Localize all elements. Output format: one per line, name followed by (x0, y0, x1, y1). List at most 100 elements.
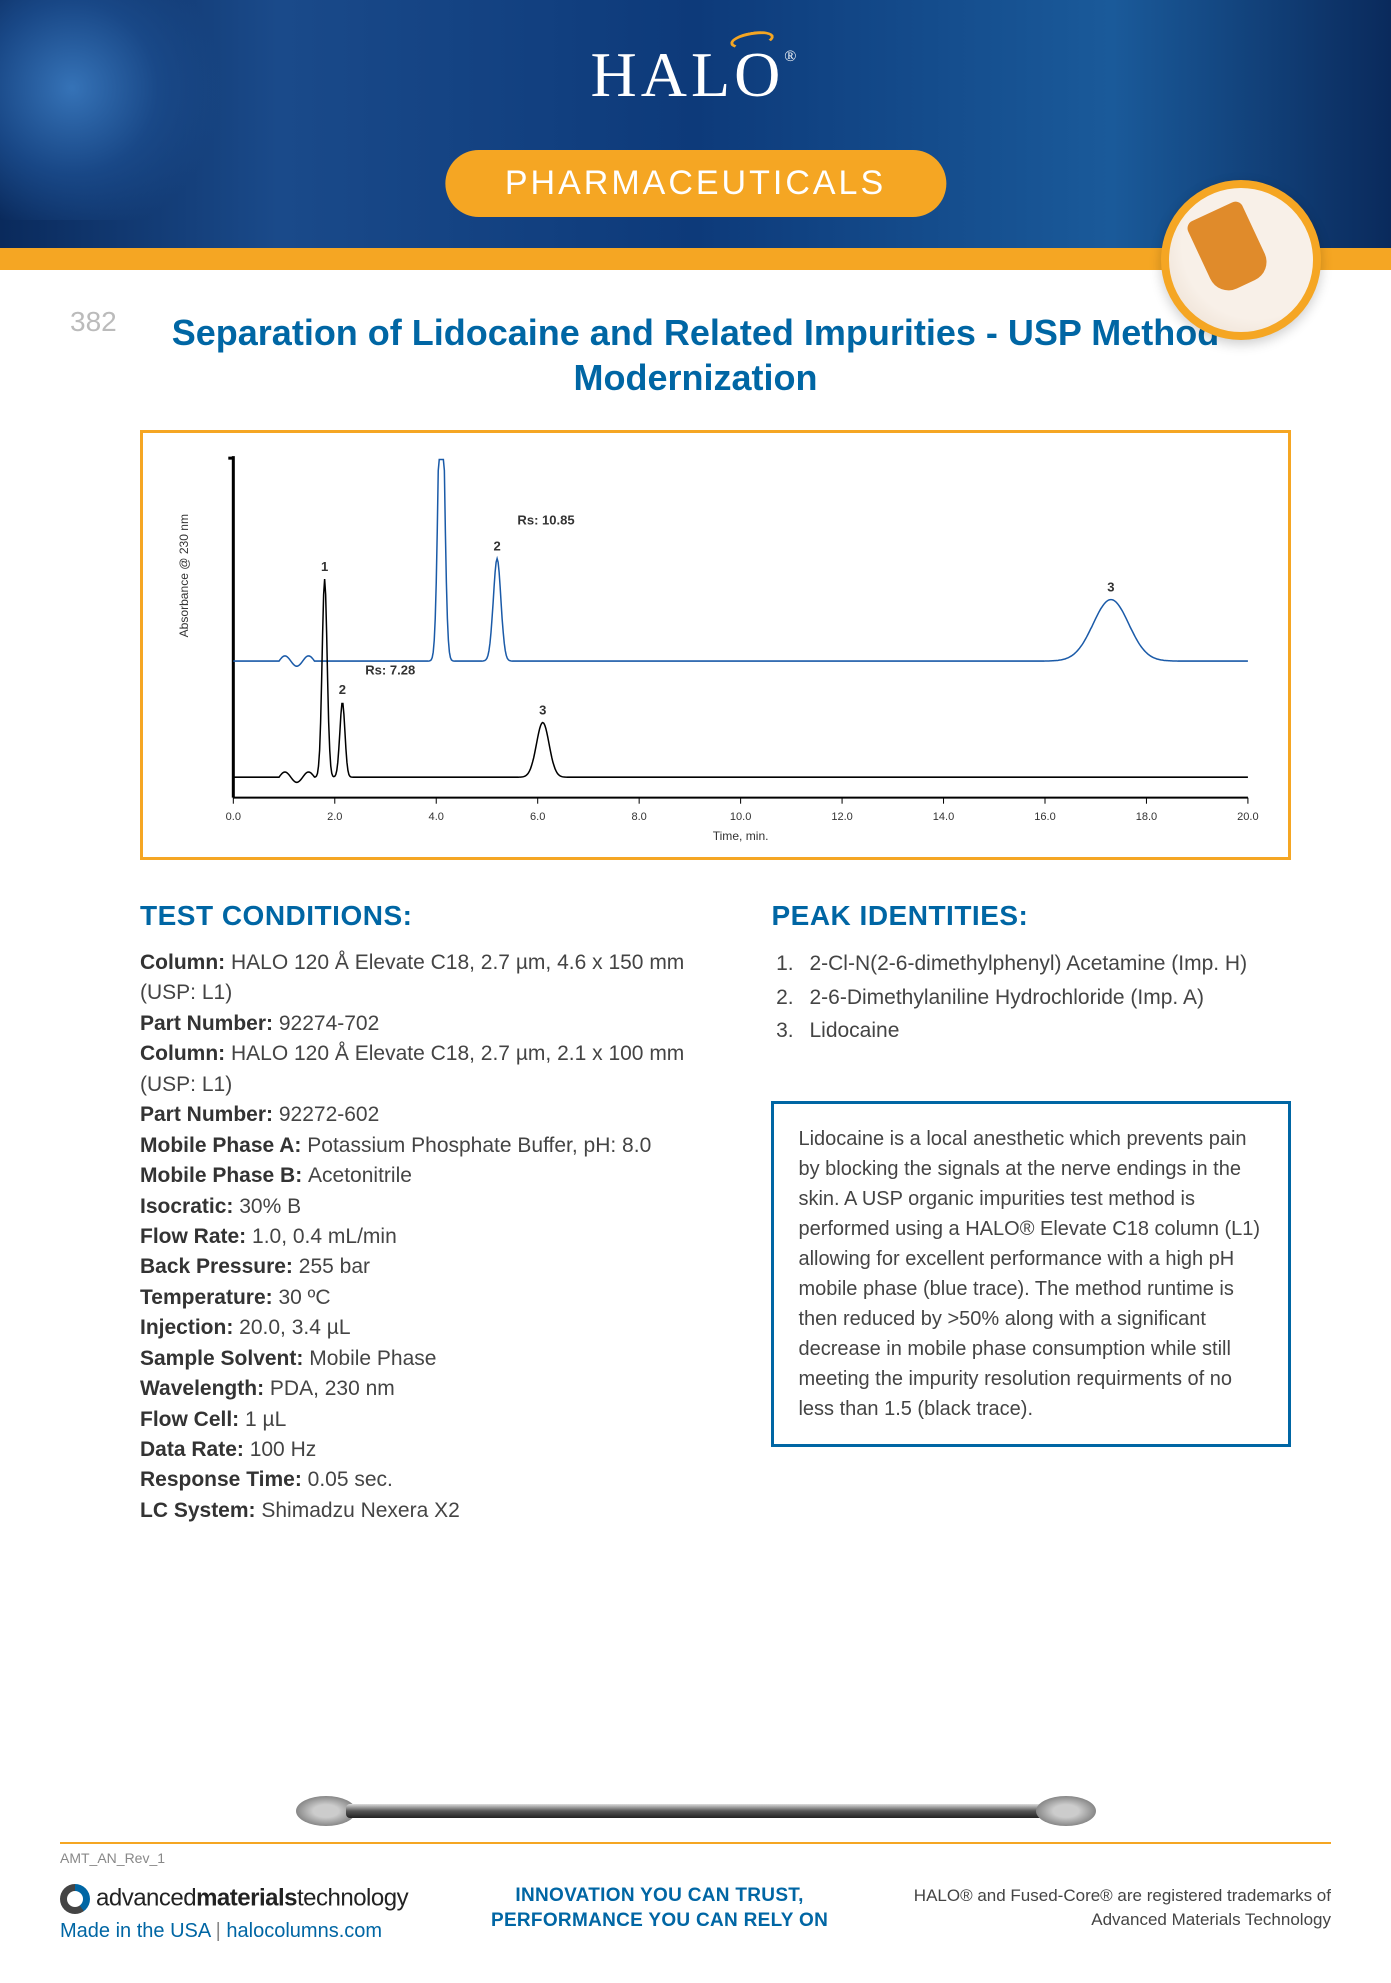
svg-text:Time, min.: Time, min. (713, 829, 769, 843)
condition-value: 30 ºC (278, 1286, 330, 1309)
test-conditions-heading: TEST CONDITIONS: (140, 900, 711, 932)
condition-value: 30% B (239, 1195, 301, 1218)
condition-row: Part Number: 92272-602 (140, 1100, 711, 1130)
amt-logo-prefix: advanced (96, 1885, 196, 1912)
condition-label: Temperature: (140, 1286, 278, 1309)
document-number: 382 (70, 306, 117, 338)
condition-row: Response Time: 0.05 sec. (140, 1465, 711, 1495)
condition-label: Data Rate: (140, 1438, 250, 1461)
condition-row: Back Pressure: 255 bar (140, 1252, 711, 1282)
condition-label: Isocratic: (140, 1195, 239, 1218)
condition-label: Column: (140, 1042, 231, 1065)
condition-row: Column: HALO 120 Å Elevate C18, 2.7 µm, … (140, 948, 711, 1009)
condition-value: PDA, 230 nm (270, 1377, 395, 1400)
test-conditions-list: Column: HALO 120 Å Elevate C18, 2.7 µm, … (140, 948, 711, 1526)
svg-text:18.0: 18.0 (1136, 811, 1158, 823)
condition-value: 0.05 sec. (308, 1468, 393, 1491)
condition-label: Part Number: (140, 1012, 279, 1035)
made-in-line: Made in the USA | halocolumns.com (60, 1920, 408, 1943)
condition-value: 92272-602 (279, 1103, 379, 1126)
condition-value: Potassium Phosphate Buffer, pH: 8.0 (307, 1134, 651, 1157)
condition-label: Injection: (140, 1316, 239, 1339)
svg-text:Absorbance @ 230 nm: Absorbance @ 230 nm (177, 514, 191, 637)
svg-text:14.0: 14.0 (933, 811, 955, 823)
svg-text:4.0: 4.0 (429, 811, 444, 823)
footer-rule (60, 1842, 1331, 1844)
condition-label: Mobile Phase B: (140, 1164, 308, 1187)
made-in-text: Made in the USA (60, 1920, 210, 1942)
footer: AMT_AN_Rev_1 advancedmaterialstechnology… (0, 1786, 1391, 1983)
page-title: Separation of Lidocaine and Related Impu… (100, 310, 1291, 400)
amt-logo-block: advancedmaterialstechnology Made in the … (60, 1884, 408, 1943)
condition-row: Data Rate: 100 Hz (140, 1435, 711, 1465)
condition-row: LC System: Shimadzu Nexera X2 (140, 1496, 711, 1526)
test-conditions-section: TEST CONDITIONS: Column: HALO 120 Å Elev… (140, 900, 711, 1526)
amt-logo-bold: materials (196, 1885, 297, 1912)
condition-value: 92274-702 (279, 1012, 379, 1035)
condition-row: Isocratic: 30% B (140, 1192, 711, 1222)
svg-text:0.0: 0.0 (226, 811, 241, 823)
condition-label: Back Pressure: (140, 1255, 299, 1278)
svg-text:20.0: 20.0 (1237, 811, 1259, 823)
condition-label: Part Number: (140, 1103, 279, 1126)
trademark-text: HALO® and Fused-Core® are registered tra… (911, 1884, 1331, 1932)
svg-text:2: 2 (339, 682, 346, 697)
tagline: INNOVATION YOU CAN TRUST, PERFORMANCE YO… (491, 1884, 828, 1933)
revision-label: AMT_AN_Rev_1 (60, 1850, 1331, 1866)
chart-svg: 0.02.04.06.08.010.012.014.016.018.020.0T… (163, 445, 1268, 849)
chromatogram-chart: 0.02.04.06.08.010.012.014.016.018.020.0T… (140, 430, 1291, 860)
condition-row: Injection: 20.0, 3.4 µL (140, 1313, 711, 1343)
condition-value: Mobile Phase (309, 1347, 436, 1370)
condition-value: 1.0, 0.4 mL/min (252, 1225, 397, 1248)
condition-row: Mobile Phase A: Potassium Phosphate Buff… (140, 1131, 711, 1161)
svg-text:Rs: 7.28: Rs: 7.28 (365, 663, 415, 678)
condition-value: Acetonitrile (308, 1164, 412, 1187)
amt-logo: advancedmaterialstechnology (60, 1884, 408, 1914)
logo-registered: ® (784, 48, 800, 65)
condition-value: 100 Hz (250, 1438, 317, 1461)
condition-label: LC System: (140, 1499, 261, 1522)
svg-text:6.0: 6.0 (530, 811, 545, 823)
header-banner: HALO® PHARMACEUTICALS (0, 0, 1391, 260)
condition-label: Flow Rate: (140, 1225, 252, 1248)
condition-row: Sample Solvent: Mobile Phase (140, 1344, 711, 1374)
pills-image-icon (1161, 180, 1321, 340)
tagline-line2: PERFORMANCE YOU CAN RELY ON (491, 1909, 828, 1934)
svg-text:Rs: 10.85: Rs: 10.85 (517, 512, 574, 527)
website-text: halocolumns.com (226, 1920, 382, 1942)
svg-text:3: 3 (539, 703, 546, 718)
separator: | (216, 1920, 227, 1942)
svg-text:3: 3 (1107, 580, 1114, 595)
peak-identities-section: PEAK IDENTITIES: 2-Cl-N(2-6-dimethylphen… (771, 900, 1291, 1047)
condition-row: Wavelength: PDA, 230 nm (140, 1374, 711, 1404)
svg-text:8.0: 8.0 (631, 811, 646, 823)
svg-text:2.0: 2.0 (327, 811, 342, 823)
condition-row: Mobile Phase B: Acetonitrile (140, 1161, 711, 1191)
header-decor (0, 0, 240, 220)
column-image-icon (296, 1786, 1096, 1836)
condition-value: 20.0, 3.4 µL (239, 1316, 350, 1339)
condition-row: Flow Cell: 1 µL (140, 1405, 711, 1435)
condition-value: 1 µL (245, 1408, 286, 1431)
peak-identity-item: 2-Cl-N(2-6-dimethylphenyl) Acetamine (Im… (799, 948, 1291, 980)
amt-logo-suffix: technology (297, 1885, 408, 1912)
peak-identities-list: 2-Cl-N(2-6-dimethylphenyl) Acetamine (Im… (771, 948, 1291, 1047)
category-pill: PHARMACEUTICALS (445, 150, 946, 217)
svg-text:16.0: 16.0 (1034, 811, 1056, 823)
tagline-line1: INNOVATION YOU CAN TRUST, (491, 1884, 828, 1909)
peak-identity-item: Lidocaine (799, 1015, 1291, 1047)
condition-label: Wavelength: (140, 1377, 270, 1400)
condition-label: Sample Solvent: (140, 1347, 309, 1370)
svg-text:1: 1 (321, 559, 328, 574)
condition-row: Column: HALO 120 Å Elevate C18, 2.7 µm, … (140, 1039, 711, 1100)
condition-label: Flow Cell: (140, 1408, 245, 1431)
svg-text:12.0: 12.0 (831, 811, 853, 823)
peak-identity-item: 2-6-Dimethylaniline Hydrochloride (Imp. … (799, 982, 1291, 1014)
gear-icon (60, 1884, 90, 1914)
condition-value: 255 bar (299, 1255, 370, 1278)
description-box: Lidocaine is a local anesthetic which pr… (771, 1101, 1291, 1447)
halo-logo: HALO® (591, 38, 801, 112)
condition-label: Mobile Phase A: (140, 1134, 307, 1157)
condition-row: Temperature: 30 ºC (140, 1283, 711, 1313)
condition-label: Response Time: (140, 1468, 308, 1491)
